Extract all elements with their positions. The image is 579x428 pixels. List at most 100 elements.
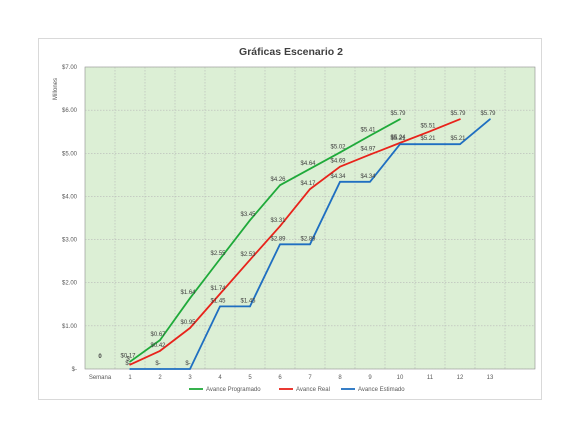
data-label: $2.55 (210, 251, 226, 257)
data-label: $0.17 (120, 354, 136, 360)
data-point (219, 293, 221, 295)
data-point (279, 184, 281, 187)
data-point (339, 180, 341, 183)
y-tick-label: $4.00 (62, 194, 78, 200)
data-label: $0.67 (150, 332, 166, 338)
data-point (249, 259, 251, 261)
data-label: $5.02 (330, 144, 346, 150)
data-point (369, 153, 371, 156)
x-tick-label: 1 (128, 375, 132, 381)
data-point (129, 368, 131, 370)
data-label: $4.17 (300, 181, 316, 187)
data-label: $2.89 (300, 236, 316, 242)
y-tick-label: $2.00 (62, 281, 78, 287)
x-tick-label: 13 (487, 375, 494, 381)
data-label: $1.74 (210, 286, 226, 292)
data-point (159, 350, 161, 352)
data-label: $5.24 (390, 135, 406, 141)
data-label: $0.95 (180, 320, 196, 326)
x-tick-label: 10 (397, 375, 404, 381)
x-tick-label: 8 (338, 375, 342, 381)
data-point (429, 143, 431, 146)
data-label: $5.21 (450, 136, 466, 142)
data-label: $ (126, 357, 130, 363)
data-point (249, 305, 251, 308)
data-label: $4.64 (300, 161, 316, 167)
x-tick-label: 12 (457, 375, 464, 381)
data-point (369, 134, 371, 137)
data-label: $5.79 (390, 111, 406, 117)
x-tick-label: 11 (427, 375, 434, 381)
data-point (279, 225, 281, 227)
data-label: $2.53 (240, 252, 256, 258)
data-label: $1.45 (240, 298, 256, 304)
data-label: $3.45 (240, 212, 256, 218)
data-label: $4.26 (270, 177, 286, 183)
data-label: $4.69 (330, 159, 346, 165)
series-line (129, 118, 461, 366)
data-label: $5.79 (450, 111, 466, 117)
data-label: $5.51 (420, 123, 436, 129)
x-tick-label: 6 (278, 375, 282, 381)
x-tick-label: 2 (158, 375, 162, 381)
data-point (219, 258, 221, 260)
y-tick-label: $1.00 (62, 324, 78, 330)
data-label: $- (125, 361, 130, 367)
data-label: $5.41 (360, 128, 376, 134)
data-point (309, 243, 311, 246)
data-label: $4.34 (360, 174, 376, 180)
chart-title: Gráficas Escenario 2 (239, 46, 343, 58)
data-point (459, 118, 461, 121)
x-axis-category-semana: Semana (89, 375, 112, 381)
legend-label: Avance Real (296, 387, 330, 393)
data-point (489, 118, 491, 121)
y-tick-label: $5.00 (62, 151, 78, 157)
data-point (309, 168, 311, 170)
data-label: $5.79 (480, 111, 496, 117)
y-tick-label: $- (72, 367, 77, 373)
chart-frame: Gráficas Escenario 2 $- $1.00 $2.00 $3.00 $4… (38, 38, 542, 400)
data-label: $5.21 (390, 136, 406, 142)
data-point (279, 243, 281, 246)
data-point (339, 151, 341, 154)
data-point (369, 180, 371, 183)
data-label: $1.64 (180, 290, 196, 296)
data-label: $4.97 (360, 147, 376, 153)
y-tick-label: $3.00 (62, 238, 78, 244)
line-chart: Gráficas Escenario 2 $- $1.00 $2.00 $3.00 $4… (53, 46, 536, 393)
data-point (189, 368, 191, 370)
zero-point-label: 0 (98, 354, 102, 360)
legend-label: Avance Programado (206, 387, 261, 393)
x-tick-label: 5 (248, 375, 252, 381)
y-tick-label: $6.00 (62, 108, 78, 114)
x-tick-label: 7 (308, 375, 312, 381)
data-point (129, 360, 131, 363)
data-point (189, 297, 191, 300)
data-label: $0.42 (150, 343, 166, 349)
plot-area (84, 66, 536, 370)
data-label: $2.89 (270, 236, 286, 242)
data-label: $4.34 (330, 174, 346, 180)
data-point (459, 143, 461, 146)
data-point (399, 118, 401, 121)
data-label: $1.45 (210, 298, 226, 304)
data-point (189, 327, 191, 329)
data-point (429, 130, 431, 133)
y-tick-label: $7.00 (62, 65, 78, 71)
data-label: $3.31 (270, 218, 286, 224)
data-point (249, 219, 251, 221)
data-label: $- (185, 361, 190, 367)
x-tick-label: 9 (368, 375, 372, 381)
data-point (309, 188, 311, 190)
data-point (339, 165, 341, 168)
y-axis-title: Millones (53, 78, 59, 100)
x-tick-label: 4 (218, 375, 222, 381)
data-point (159, 368, 161, 370)
data-label: $- (155, 361, 160, 367)
x-tick-label: 3 (188, 375, 192, 381)
data-point (129, 363, 131, 366)
series-line (129, 118, 401, 363)
data-point (219, 305, 221, 308)
data-point (399, 143, 401, 146)
data-point (159, 339, 161, 341)
